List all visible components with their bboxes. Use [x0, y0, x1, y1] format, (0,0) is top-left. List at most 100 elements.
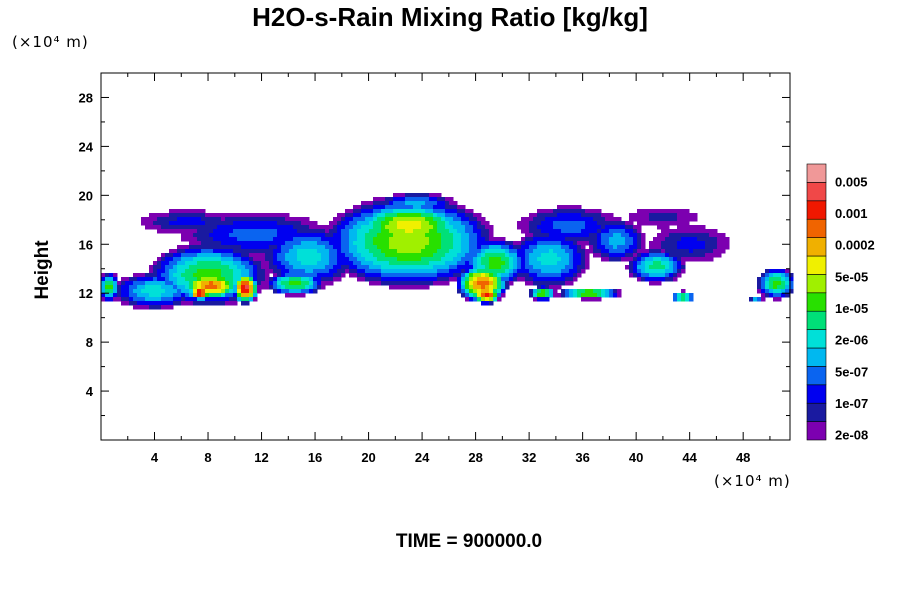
contour-cell: [677, 257, 682, 262]
contour-cell: [533, 249, 538, 254]
contour-cell: [269, 229, 274, 234]
contour-cell: [169, 225, 174, 230]
contour-cell: [225, 237, 230, 242]
contour-cell: [385, 213, 390, 218]
contour-cell: [641, 277, 646, 282]
contour-cell: [293, 265, 298, 270]
contour-cell: [313, 265, 318, 270]
contour-cell: [689, 249, 694, 254]
colorbar-segment: [806, 310, 827, 330]
contour-cell: [461, 213, 466, 218]
contour-cell: [629, 229, 634, 234]
contour-cell: [293, 269, 298, 274]
contour-cell: [529, 217, 534, 222]
contour-cell: [309, 261, 314, 266]
contour-cell: [153, 301, 158, 306]
contour-cell: [485, 265, 490, 270]
contour-cell: [645, 265, 650, 270]
contour-cell: [401, 281, 406, 286]
contour-cell: [433, 221, 438, 226]
contour-cell: [465, 297, 470, 302]
contour-cell: [701, 253, 706, 258]
contour-cell: [609, 221, 614, 226]
contour-cell: [545, 217, 550, 222]
contour-cell: [101, 281, 106, 286]
contour-cell: [277, 249, 282, 254]
contour-cell: [125, 293, 130, 298]
contour-cell: [373, 253, 378, 258]
contour-cell: [545, 225, 550, 230]
contour-cell: [505, 245, 510, 250]
contour-cell: [561, 269, 566, 274]
contour-cell: [381, 245, 386, 250]
contour-cell: [665, 249, 670, 254]
contour-cell: [245, 301, 250, 306]
contour-cell: [145, 297, 150, 302]
contour-cell: [369, 221, 374, 226]
contour-cell: [601, 217, 606, 222]
contour-cell: [533, 229, 538, 234]
contour-cell: [193, 245, 198, 250]
contour-cell: [585, 209, 590, 214]
contour-cell: [237, 281, 242, 286]
contour-cell: [637, 249, 642, 254]
contour-cell: [153, 213, 158, 218]
contour-cell: [661, 225, 666, 230]
contour-cell: [281, 249, 286, 254]
contour-cell: [309, 241, 314, 246]
contour-cell: [553, 233, 558, 238]
contour-cell: [637, 265, 642, 270]
contour-cell: [677, 249, 682, 254]
contour-cell: [261, 249, 266, 254]
contour-cell: [373, 205, 378, 210]
contour-cell: [629, 225, 634, 230]
contour-cell: [557, 285, 562, 290]
contour-cell: [253, 297, 258, 302]
contour-cell: [117, 289, 122, 294]
contour-cell: [441, 209, 446, 214]
contour-cell: [345, 241, 350, 246]
contour-cell: [197, 273, 202, 278]
contour-cell: [329, 249, 334, 254]
contour-cell: [553, 289, 558, 294]
contour-cell: [585, 221, 590, 226]
contour-cell: [629, 257, 634, 262]
contour-cell: [121, 293, 126, 298]
contour-cell: [369, 273, 374, 278]
contour-cell: [617, 225, 622, 230]
contour-cell: [413, 269, 418, 274]
x-tick-label: 16: [308, 450, 322, 465]
contour-cell: [249, 297, 254, 302]
contour-cell: [269, 285, 274, 290]
contour-cell: [185, 293, 190, 298]
contour-cell: [593, 237, 598, 242]
contour-cell: [453, 273, 458, 278]
contour-cell: [385, 269, 390, 274]
contour-cell: [497, 289, 502, 294]
contour-cell: [677, 261, 682, 266]
contour-cell: [449, 261, 454, 266]
contour-cell: [201, 237, 206, 242]
contour-cell: [709, 241, 714, 246]
contour-cell: [325, 233, 330, 238]
contour-cell: [489, 269, 494, 274]
contour-cell: [545, 241, 550, 246]
contour-cell: [453, 261, 458, 266]
contour-cell: [525, 265, 530, 270]
contour-cell: [165, 281, 170, 286]
contour-cell: [597, 221, 602, 226]
contour-cell: [629, 245, 634, 250]
contour-cell: [453, 209, 458, 214]
contour-cell: [213, 289, 218, 294]
contour-cell: [693, 253, 698, 258]
contour-cell: [185, 277, 190, 282]
contour-cell: [769, 285, 774, 290]
contour-cell: [105, 285, 110, 290]
contour-cell: [193, 281, 198, 286]
contour-cell: [481, 297, 486, 302]
contour-cell: [673, 233, 678, 238]
contour-cell: [485, 301, 490, 306]
contour-cell: [269, 217, 274, 222]
x-tick-label: 44: [682, 450, 697, 465]
contour-cell: [241, 269, 246, 274]
